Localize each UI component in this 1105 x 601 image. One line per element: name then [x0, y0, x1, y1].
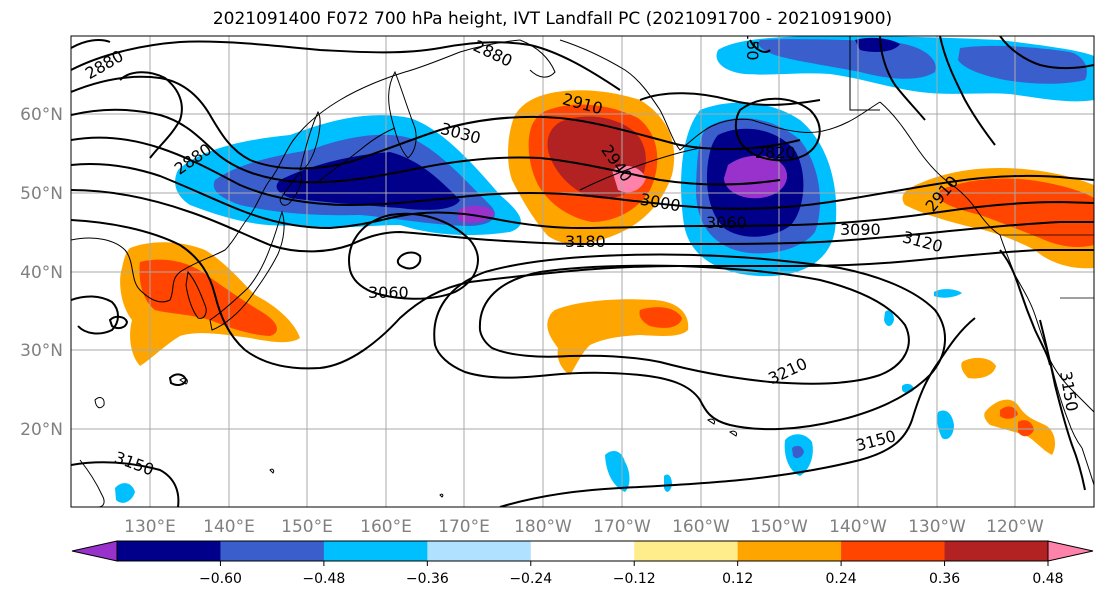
lon-tick-label: 130°E	[124, 517, 176, 537]
ivt-positive-baja-1-inner	[1000, 406, 1018, 419]
colorbar-swatch	[323, 541, 428, 561]
colorbar-swatch	[841, 541, 946, 561]
ivt-positive-baja-2	[961, 357, 996, 379]
height-contours	[71, 36, 1094, 507]
ivt-negative-arctic-core	[855, 37, 900, 52]
colorbar-swatches	[72, 541, 1093, 561]
ivt-negative-blob-6	[115, 483, 135, 503]
colorbar-tick-label: −0.60	[199, 571, 242, 587]
colorbar-tick-label: 0.36	[929, 571, 960, 587]
colorbar-swatch	[737, 541, 842, 561]
colorbar: −0.60 −0.48 −0.36 −0.24 −0.12 0.12 0.24 0.36 0.4…	[71, 540, 1094, 587]
map-frame	[70, 35, 1095, 508]
ivt-positive-japan-inner	[139, 259, 277, 336]
colorbar-tick-label: −0.36	[406, 571, 449, 587]
lon-tick-label: 140°W	[829, 517, 887, 537]
contour-label: 3060	[368, 283, 409, 302]
lon-tick-label: 180°W	[514, 517, 572, 537]
lat-tick-label: 40°N	[20, 263, 63, 283]
ivt-negative-blob-4	[934, 289, 962, 298]
latitude-labels: 60°N 50°N 40°N 30°N 20°N	[20, 105, 63, 440]
ivt-positive-baja-3	[1018, 420, 1034, 437]
lon-tick-label: 170°E	[438, 517, 490, 537]
contour-label: 150	[743, 30, 762, 61]
ivt-negative-blob-3	[937, 410, 954, 440]
colorbar-tick-label: 0.48	[1032, 571, 1063, 587]
lat-tick-label: 20°N	[20, 420, 63, 440]
colorbar-tick-label: 0.24	[826, 571, 857, 587]
ivt-negative-gulf-alaska-core	[724, 155, 788, 199]
ivt-positive-pnw-inner	[938, 178, 1094, 248]
colorbar-left-extend	[72, 541, 117, 561]
colorbar-swatch	[220, 541, 325, 561]
ivt-negative-blob-5	[884, 310, 894, 326]
colorbar-tick-label: −0.24	[509, 571, 552, 587]
lon-tick-label: 130°W	[908, 517, 966, 537]
lat-tick-label: 60°N	[20, 105, 63, 125]
ivt-negative-west-pacific-max	[458, 205, 495, 223]
lat-tick-label: 30°N	[20, 341, 63, 361]
colorbar-swatch	[530, 541, 635, 561]
colorbar-swatch	[634, 541, 739, 561]
lat-tick-label: 50°N	[20, 184, 63, 204]
lon-tick-label: 150°E	[281, 517, 333, 537]
ivt-shading	[115, 36, 1094, 503]
colorbar-tick-label: −0.48	[302, 571, 345, 587]
ivt-negative-blob-7	[664, 474, 672, 492]
contour-label: 2820	[755, 143, 796, 162]
contour-label: 3180	[565, 232, 606, 251]
colorbar-frame	[116, 540, 1049, 562]
colorbar-right-extend	[1048, 541, 1093, 561]
lon-tick-label: 160°E	[360, 517, 412, 537]
lon-tick-label: 150°W	[750, 517, 808, 537]
map-title: 2021091400 F072 700 hPa height, IVT Land…	[212, 9, 893, 29]
contour-label: 3060	[706, 213, 747, 232]
contour-label: 3090	[840, 220, 881, 239]
colorbar-ticks: −0.60 −0.48 −0.36 −0.24 −0.12 0.12 0.24 0.36 0.4…	[199, 561, 1064, 587]
colorbar-swatch	[427, 541, 532, 561]
colorbar-swatch	[117, 541, 221, 561]
lon-tick-label: 120°W	[986, 517, 1044, 537]
lon-tick-label: 170°W	[593, 517, 651, 537]
colorbar-tick-label: 0.12	[722, 571, 753, 587]
ivt-negative-blob-1-core	[792, 445, 804, 459]
ivt-negative-blob-2	[605, 450, 630, 492]
ivt-positive-central-pacific-inner	[639, 307, 682, 328]
lon-tick-label: 140°E	[203, 517, 255, 537]
colorbar-tick-label: −0.12	[613, 571, 656, 587]
colorbar-swatch	[944, 541, 1049, 561]
map-plot-area: 2880 2880 2880 2910 2940 3000 3030 2820 …	[71, 30, 1094, 507]
ivt-negative-arctic-east	[958, 45, 1087, 84]
longitude-labels: 130°E 140°E 150°E 160°E 170°E 180°W 170°…	[124, 517, 1044, 537]
lon-tick-label: 160°W	[672, 517, 730, 537]
